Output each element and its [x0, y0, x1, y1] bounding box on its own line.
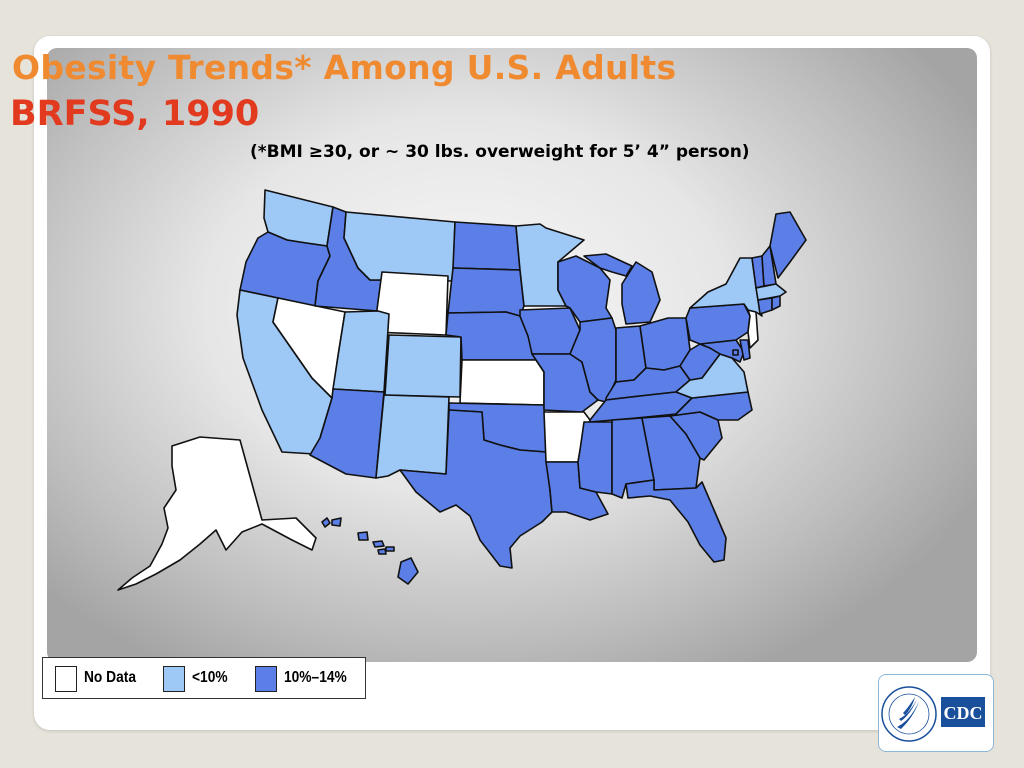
state-il: [569, 317, 617, 403]
slide-title: Obesity Trends* Among U.S. Adults: [12, 48, 677, 87]
map-legend: No Data <10% 10%–14%: [42, 657, 366, 699]
state-fl: [625, 479, 727, 563]
legend-label-10-14: 10%–14%: [284, 669, 347, 686]
state-sd: [447, 267, 525, 317]
state-ri: [771, 295, 781, 311]
state-ct: [757, 297, 773, 315]
legend-swatch-10-14: [255, 666, 277, 692]
legend-swatch-no-data: [55, 666, 77, 692]
state-hi: [321, 517, 419, 585]
cdc-logo: CDC: [878, 674, 994, 752]
state-de: [739, 339, 751, 361]
hhs-seal-icon: CDC: [881, 686, 985, 742]
state-ak: [117, 436, 317, 591]
slide-subtitle-year: BRFSS, 1990: [10, 94, 260, 134]
state-dc: [732, 349, 739, 356]
state-mt: [343, 211, 456, 282]
state-nj: [747, 309, 759, 349]
state-mi: [583, 253, 661, 325]
state-co: [384, 334, 462, 398]
state-md: [699, 339, 745, 363]
state-pa: [685, 303, 751, 345]
bmi-footnote: (*BMI ≥30, or ~ 30 lbs. overweight for 5…: [250, 142, 750, 162]
state-nd: [452, 221, 521, 271]
legend-label-no-data: No Data: [84, 669, 136, 686]
state-nm: [375, 394, 450, 479]
state-ms: [577, 421, 613, 495]
cdc-logo-text: CDC: [944, 703, 983, 723]
state-ks: [459, 359, 545, 406]
legend-swatch-under-10: [163, 666, 185, 692]
state-me: [769, 211, 807, 279]
legend-label-under-10: <10%: [192, 669, 228, 686]
state-tx: [399, 409, 553, 569]
